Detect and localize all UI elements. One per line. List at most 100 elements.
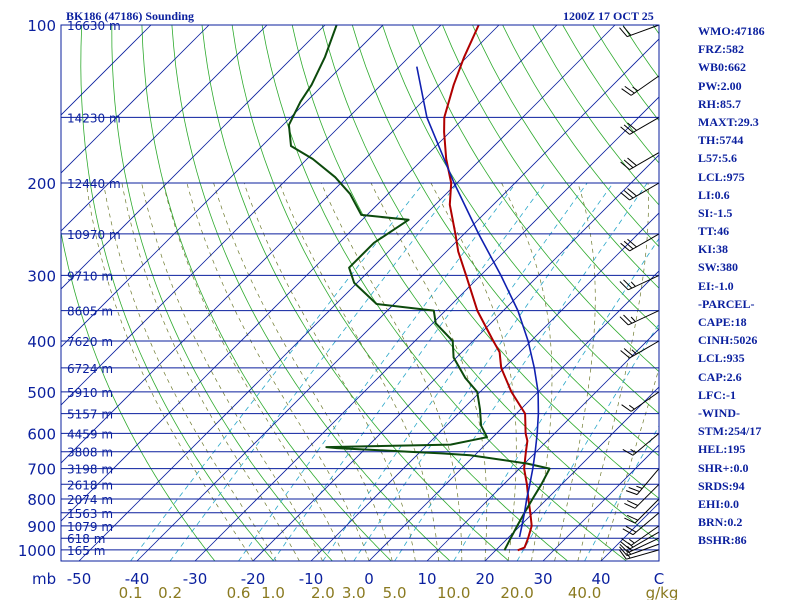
moist-adiabat [243,182,416,561]
temperature-tick-label: 10 [417,570,436,588]
height-label: 12440 m [67,177,121,191]
pressure-tick-label: 200 [27,175,56,193]
index-item: LFC:-1 [698,387,736,402]
isotherm [61,25,210,174]
index-item: BRN:0.2 [698,515,743,530]
temperature-tick-label: -50 [67,570,92,588]
dry-adiabat [472,25,659,289]
isotherm [252,154,659,561]
isotherm [61,25,268,232]
wind-barb [625,468,660,496]
pressure-tick-label: 400 [27,333,56,351]
isotherm [78,25,616,561]
parcel-profile [416,66,540,538]
isotherm [484,386,659,561]
height-label: 2618 m [67,478,113,492]
index-item: CAP:2.6 [698,369,742,384]
isotherm [136,38,659,561]
index-item: -WIND- [698,405,740,420]
pressure-tick-label: 300 [27,267,56,285]
wind-barb [620,116,660,135]
moist-adiabat [577,182,649,561]
moist-adiabat [213,182,393,561]
dry-adiabat [321,25,659,499]
isotherm [61,25,326,290]
dry-adiabat [171,25,451,561]
isotherm [194,96,659,561]
index-item: SHR+:0.0 [698,460,749,475]
wind-barb [619,24,660,38]
mixing-ratio-label: 0.1 [119,584,143,600]
temperature-tick-label: -20 [241,570,266,588]
moist-adiabat [121,182,300,561]
mixing-ratio-unit: g/kg [646,584,679,600]
index-item: -PARCEL- [698,296,755,311]
wind-barb [624,498,660,524]
temperature-tick-label: -40 [125,570,150,588]
pressure-tick-label: 900 [27,518,56,536]
temperature-tick-label: 40 [591,570,610,588]
mixing-ratio-label: 20.0 [500,584,533,600]
mixing-ratio-line [130,182,424,561]
height-label: 5157 m [67,408,113,422]
dry-adiabat [382,25,659,415]
isotherms [61,25,659,561]
moist-adiabat [501,182,553,561]
temperature-tick-label: 30 [533,570,552,588]
index-item: EI:-1.0 [698,278,734,293]
temperature-tick-label: 0 [364,570,374,588]
isotherm [310,212,659,561]
height-label: 1563 m [67,507,113,521]
wind-barb [619,310,660,326]
dry-adiabat [231,25,568,561]
height-label: 3808 m [67,446,113,460]
dry-adiabat [201,25,510,561]
plot-background [61,25,659,561]
height-label: 9710 m [67,269,113,283]
mixing-ratio-line [584,425,659,561]
dry-adiabat [61,230,216,561]
index-item: PW:2.00 [698,78,742,93]
height-label: 5910 m [67,386,113,400]
mixing-ratio-label: 5.0 [383,584,407,600]
height-label: 3198 m [67,463,113,477]
index-item: LI:0.6 [698,187,730,202]
moist-adiabat [430,182,517,561]
wind-barb [624,483,660,509]
mixing-ratio-label: 0.2 [158,584,182,600]
index-item: LCL:935 [698,351,745,366]
dry-adiabat [442,25,659,331]
height-label: 2074 m [67,493,113,507]
wind-barb [620,340,660,359]
isotherm [61,25,558,522]
wind-barb [622,433,660,456]
moist-adiabat [186,182,370,561]
mixing-ratio-line [272,182,546,561]
index-item: MAXT:29.3 [698,114,759,129]
station-title: BK186 (47186) Sounding [66,9,195,23]
isotherm [542,444,659,561]
pressure-tick-label: 1000 [18,542,56,560]
index-item: SI:-1.5 [698,205,733,220]
index-item: BSHR:86 [698,533,747,548]
mixing-ratio-line [322,182,588,561]
height-label: 16630 m [67,19,121,33]
wind-barb [620,182,660,201]
index-item: L57:5.6 [698,151,737,166]
mixing-ratio-label: 0.6 [227,584,251,600]
dry-adiabat [80,25,274,561]
height-label: 618 m [67,532,105,546]
valid-time: 1200Z 17 OCT 25 [563,9,654,23]
pressure-tick-label: 700 [27,461,56,479]
height-label: 4459 m [67,427,113,441]
moist-adiabats [85,182,659,561]
index-item: KI:38 [698,242,728,257]
index-item: HEL:195 [698,442,746,457]
wind-barb [621,391,660,412]
isotherm [368,270,659,561]
index-item: TH:5744 [698,133,744,148]
wind-barb [622,512,660,536]
index-item: STM:254/17 [698,424,762,439]
index-item: SRDS:94 [698,478,745,493]
